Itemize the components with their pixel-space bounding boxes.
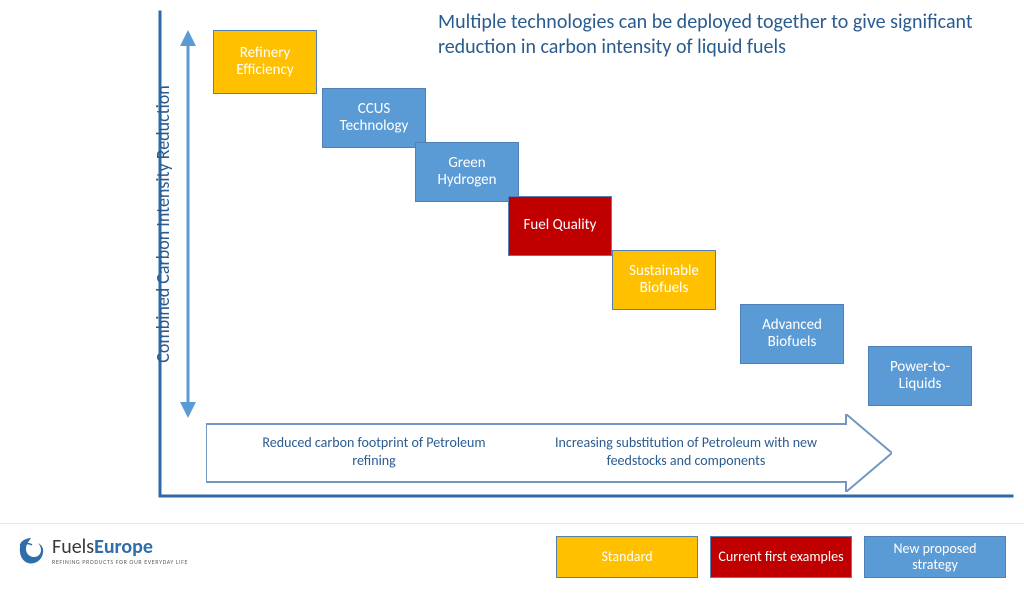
slide: { "canvas": { "width": 1024, "height": 5… (0, 0, 1024, 594)
logo-tagline: REFINING PRODUCTS FOR OUR EVERYDAY LIFE (52, 559, 188, 565)
legend-item: Standard (556, 536, 698, 578)
x-arrow-label: Increasing substitution of Petroleum wit… (536, 434, 836, 469)
fuelseurope-logo: FuelsEurope REFINING PRODUCTS FOR OUR EV… (18, 536, 188, 566)
step-box: Sustainable Biofuels (612, 250, 716, 310)
step-box: Fuel Quality (508, 196, 612, 256)
step-box: Advanced Biofuels (740, 304, 844, 364)
step-box: CCUS Technology (322, 88, 426, 148)
logo-wordmark: FuelsEurope (52, 537, 188, 557)
footer-separator (0, 523, 1024, 524)
step-box: Refinery Efficiency (213, 30, 317, 94)
legend-item: Current first examples (710, 536, 852, 578)
legend-item: New proposed strategy (864, 536, 1006, 578)
step-box: Green Hydrogen (415, 142, 519, 202)
legend: Standard Current first examples New propos… (556, 536, 1006, 578)
x-direction-arrow: Reduced carbon footprint of Petroleum re… (206, 424, 892, 482)
y-axis-label: Combined Carbon Intensity Reduction (152, 9, 174, 439)
step-box: Power-to-Liquids (868, 346, 972, 406)
logo-mark (18, 536, 44, 566)
x-arrow-label: Reduced carbon footprint of Petroleum re… (246, 434, 502, 469)
